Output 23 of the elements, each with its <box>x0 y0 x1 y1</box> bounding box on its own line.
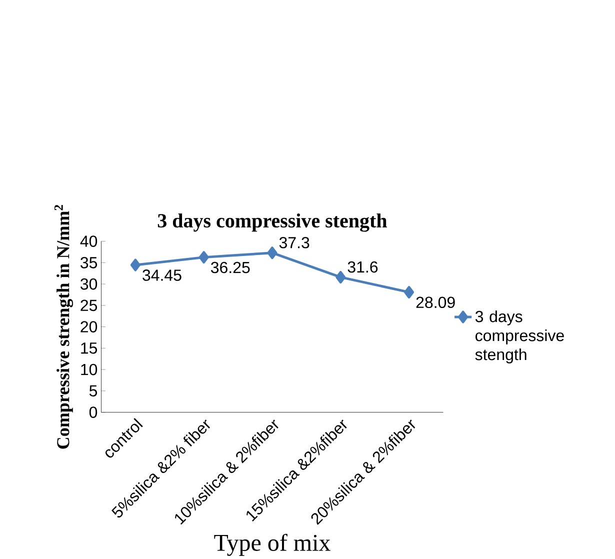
data-label: 28.09 <box>416 296 455 308</box>
y-tick-label: 25 <box>80 300 98 311</box>
point <box>198 250 209 264</box>
y-tick-label: 15 <box>81 342 98 354</box>
point <box>267 246 278 259</box>
legend-label: 3 days compressive stength <box>475 310 564 364</box>
data-label: 37.3 <box>279 236 310 248</box>
point <box>336 270 346 284</box>
x-axis-title: Type of mix <box>214 534 330 556</box>
point <box>404 286 414 298</box>
y-tick-label: 5 <box>89 385 98 396</box>
data-label: 34.45 <box>142 269 182 281</box>
y-tick-label: 40 <box>80 236 98 247</box>
y-axis-title: Compressive strength in N/mm$^{2}$ <box>54 204 74 449</box>
data-label: 31.6 <box>348 261 378 273</box>
y-tick-label: 30 <box>80 278 98 290</box>
chart-title: 3 days compressive stength <box>158 213 387 232</box>
y-tick-label: 20 <box>80 321 98 332</box>
point <box>130 258 140 272</box>
y-tick-label: 0 <box>89 406 98 418</box>
y-tick-label: 10 <box>81 364 98 376</box>
data-label: 36.25 <box>210 262 250 274</box>
y-tick-label: 35 <box>80 256 98 268</box>
